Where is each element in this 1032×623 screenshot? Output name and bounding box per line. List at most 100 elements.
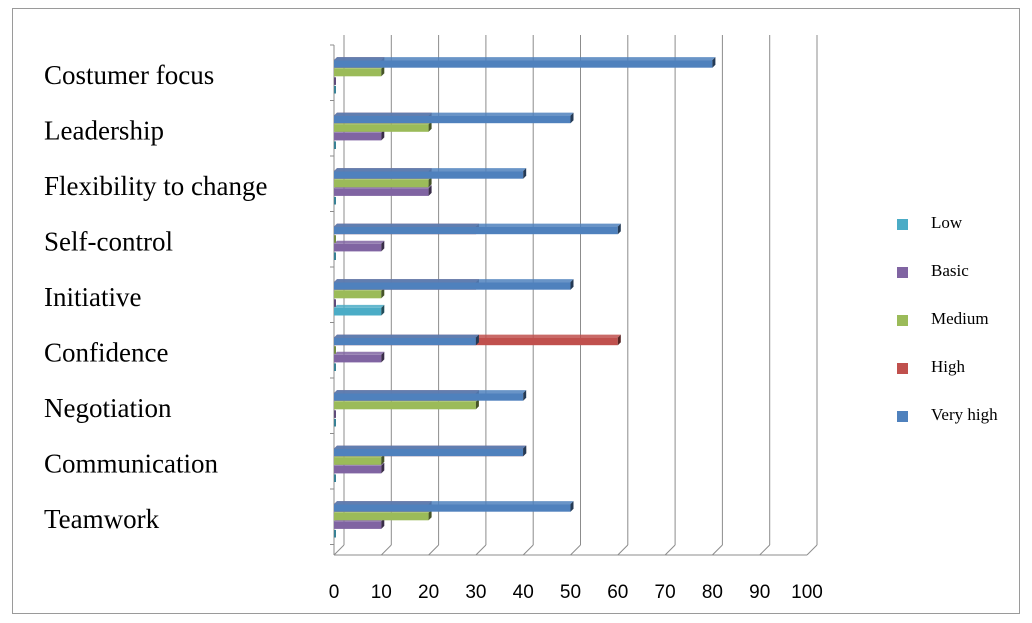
legend-swatch [897, 363, 908, 374]
floor-gridline [759, 544, 771, 556]
floor-gridline [806, 544, 818, 556]
bar-end [475, 398, 479, 410]
bar-top [334, 501, 574, 505]
bar-low [334, 363, 336, 371]
legend-swatch [897, 267, 908, 278]
x-tick-label: 90 [749, 582, 770, 603]
bar-end [381, 518, 385, 529]
x-tick-label: 70 [655, 582, 676, 603]
bar-end [570, 112, 574, 124]
bar-end [381, 351, 385, 363]
floor-gridline [617, 544, 629, 556]
legend-label: Medium [931, 309, 989, 328]
floor-gridline [522, 544, 534, 556]
bar-top [334, 279, 574, 283]
x-tick-label: 50 [560, 582, 581, 603]
category-label: Negotiation [44, 393, 172, 423]
bar-top [334, 304, 385, 308]
bar-face [334, 474, 336, 482]
bar-face [334, 124, 429, 132]
category-label: Leadership [44, 116, 164, 146]
category-labels: Costumer focus Leadership Flexibility to c… [44, 60, 267, 534]
bar-very-high [334, 501, 574, 512]
bar-low [334, 252, 336, 260]
bar-top [334, 334, 479, 338]
bar-end [523, 390, 527, 401]
bar-face [334, 457, 382, 465]
bar-face [334, 77, 336, 85]
bar-face [334, 393, 524, 401]
bar-face [334, 299, 336, 307]
bar-face [334, 529, 336, 538]
bar-end [523, 168, 527, 179]
bar-very-high [334, 334, 479, 346]
bar-end [381, 462, 385, 474]
x-tick-label: 20 [418, 582, 439, 603]
legend-label: Basic [931, 261, 969, 280]
bar-low [334, 196, 336, 205]
bar-low [334, 474, 336, 482]
bar-end [570, 501, 574, 512]
bar-face [334, 60, 713, 68]
bar-top [334, 445, 527, 449]
bar-top [334, 223, 621, 227]
floor-gridline [664, 544, 676, 556]
bar-face [334, 337, 476, 346]
floor-gridline [475, 544, 487, 556]
bar-face [334, 115, 571, 124]
bar-very-high [334, 445, 527, 457]
legend-label: High [931, 357, 966, 376]
bar-face [334, 290, 382, 299]
bar-face [334, 235, 336, 243]
x-tick-label: 40 [513, 582, 534, 603]
bar-low [334, 418, 336, 427]
bar-end [617, 223, 621, 235]
bar-top [334, 240, 385, 244]
bar-face [334, 282, 571, 290]
bar-end [475, 334, 479, 346]
bar-end [428, 509, 432, 521]
bar-end [381, 65, 385, 77]
bars [334, 57, 716, 538]
bar-top [334, 168, 527, 172]
bar-face [334, 132, 382, 141]
floor-gridline [333, 544, 345, 556]
bar-medium [334, 235, 336, 243]
x-tick-label: 10 [371, 582, 392, 603]
category-label: Initiative [44, 282, 141, 312]
bar-end [381, 454, 385, 465]
x-tick-label: 0 [329, 582, 340, 603]
category-label: Self-control [44, 227, 173, 257]
bar-basic [334, 240, 385, 252]
bar-face [334, 252, 336, 260]
category-label: Confidence [44, 338, 168, 368]
legend: Low Basic Medium High Very high [897, 213, 998, 424]
bar-face [334, 418, 336, 427]
legend-swatch [897, 315, 908, 326]
bar-face [334, 512, 429, 521]
category-label: Costumer focus [44, 60, 214, 90]
bar-face [334, 85, 336, 94]
category-label: Flexibility to change [44, 171, 267, 201]
chart-frame [12, 8, 1020, 614]
legend-swatch [897, 219, 908, 230]
bar-face [334, 363, 336, 371]
bar-end [381, 304, 385, 316]
bar-face [334, 68, 382, 77]
x-tick-labels: 0 10 20 30 40 50 60 70 80 90 100 [329, 582, 823, 603]
x-tick-label: 100 [791, 582, 823, 603]
bar-face [334, 401, 476, 410]
floor-gridline [428, 544, 439, 556]
bar-face [334, 448, 524, 457]
bar-end [381, 240, 385, 252]
bar-end [570, 279, 574, 290]
bar-face [334, 504, 571, 512]
bar-top [334, 57, 716, 61]
legend-label: Low [931, 213, 963, 232]
category-label: Teamwork [44, 504, 160, 534]
bar-face [334, 141, 336, 149]
bar-end [428, 176, 432, 188]
bar-low [334, 141, 336, 149]
bar-top [334, 112, 574, 116]
